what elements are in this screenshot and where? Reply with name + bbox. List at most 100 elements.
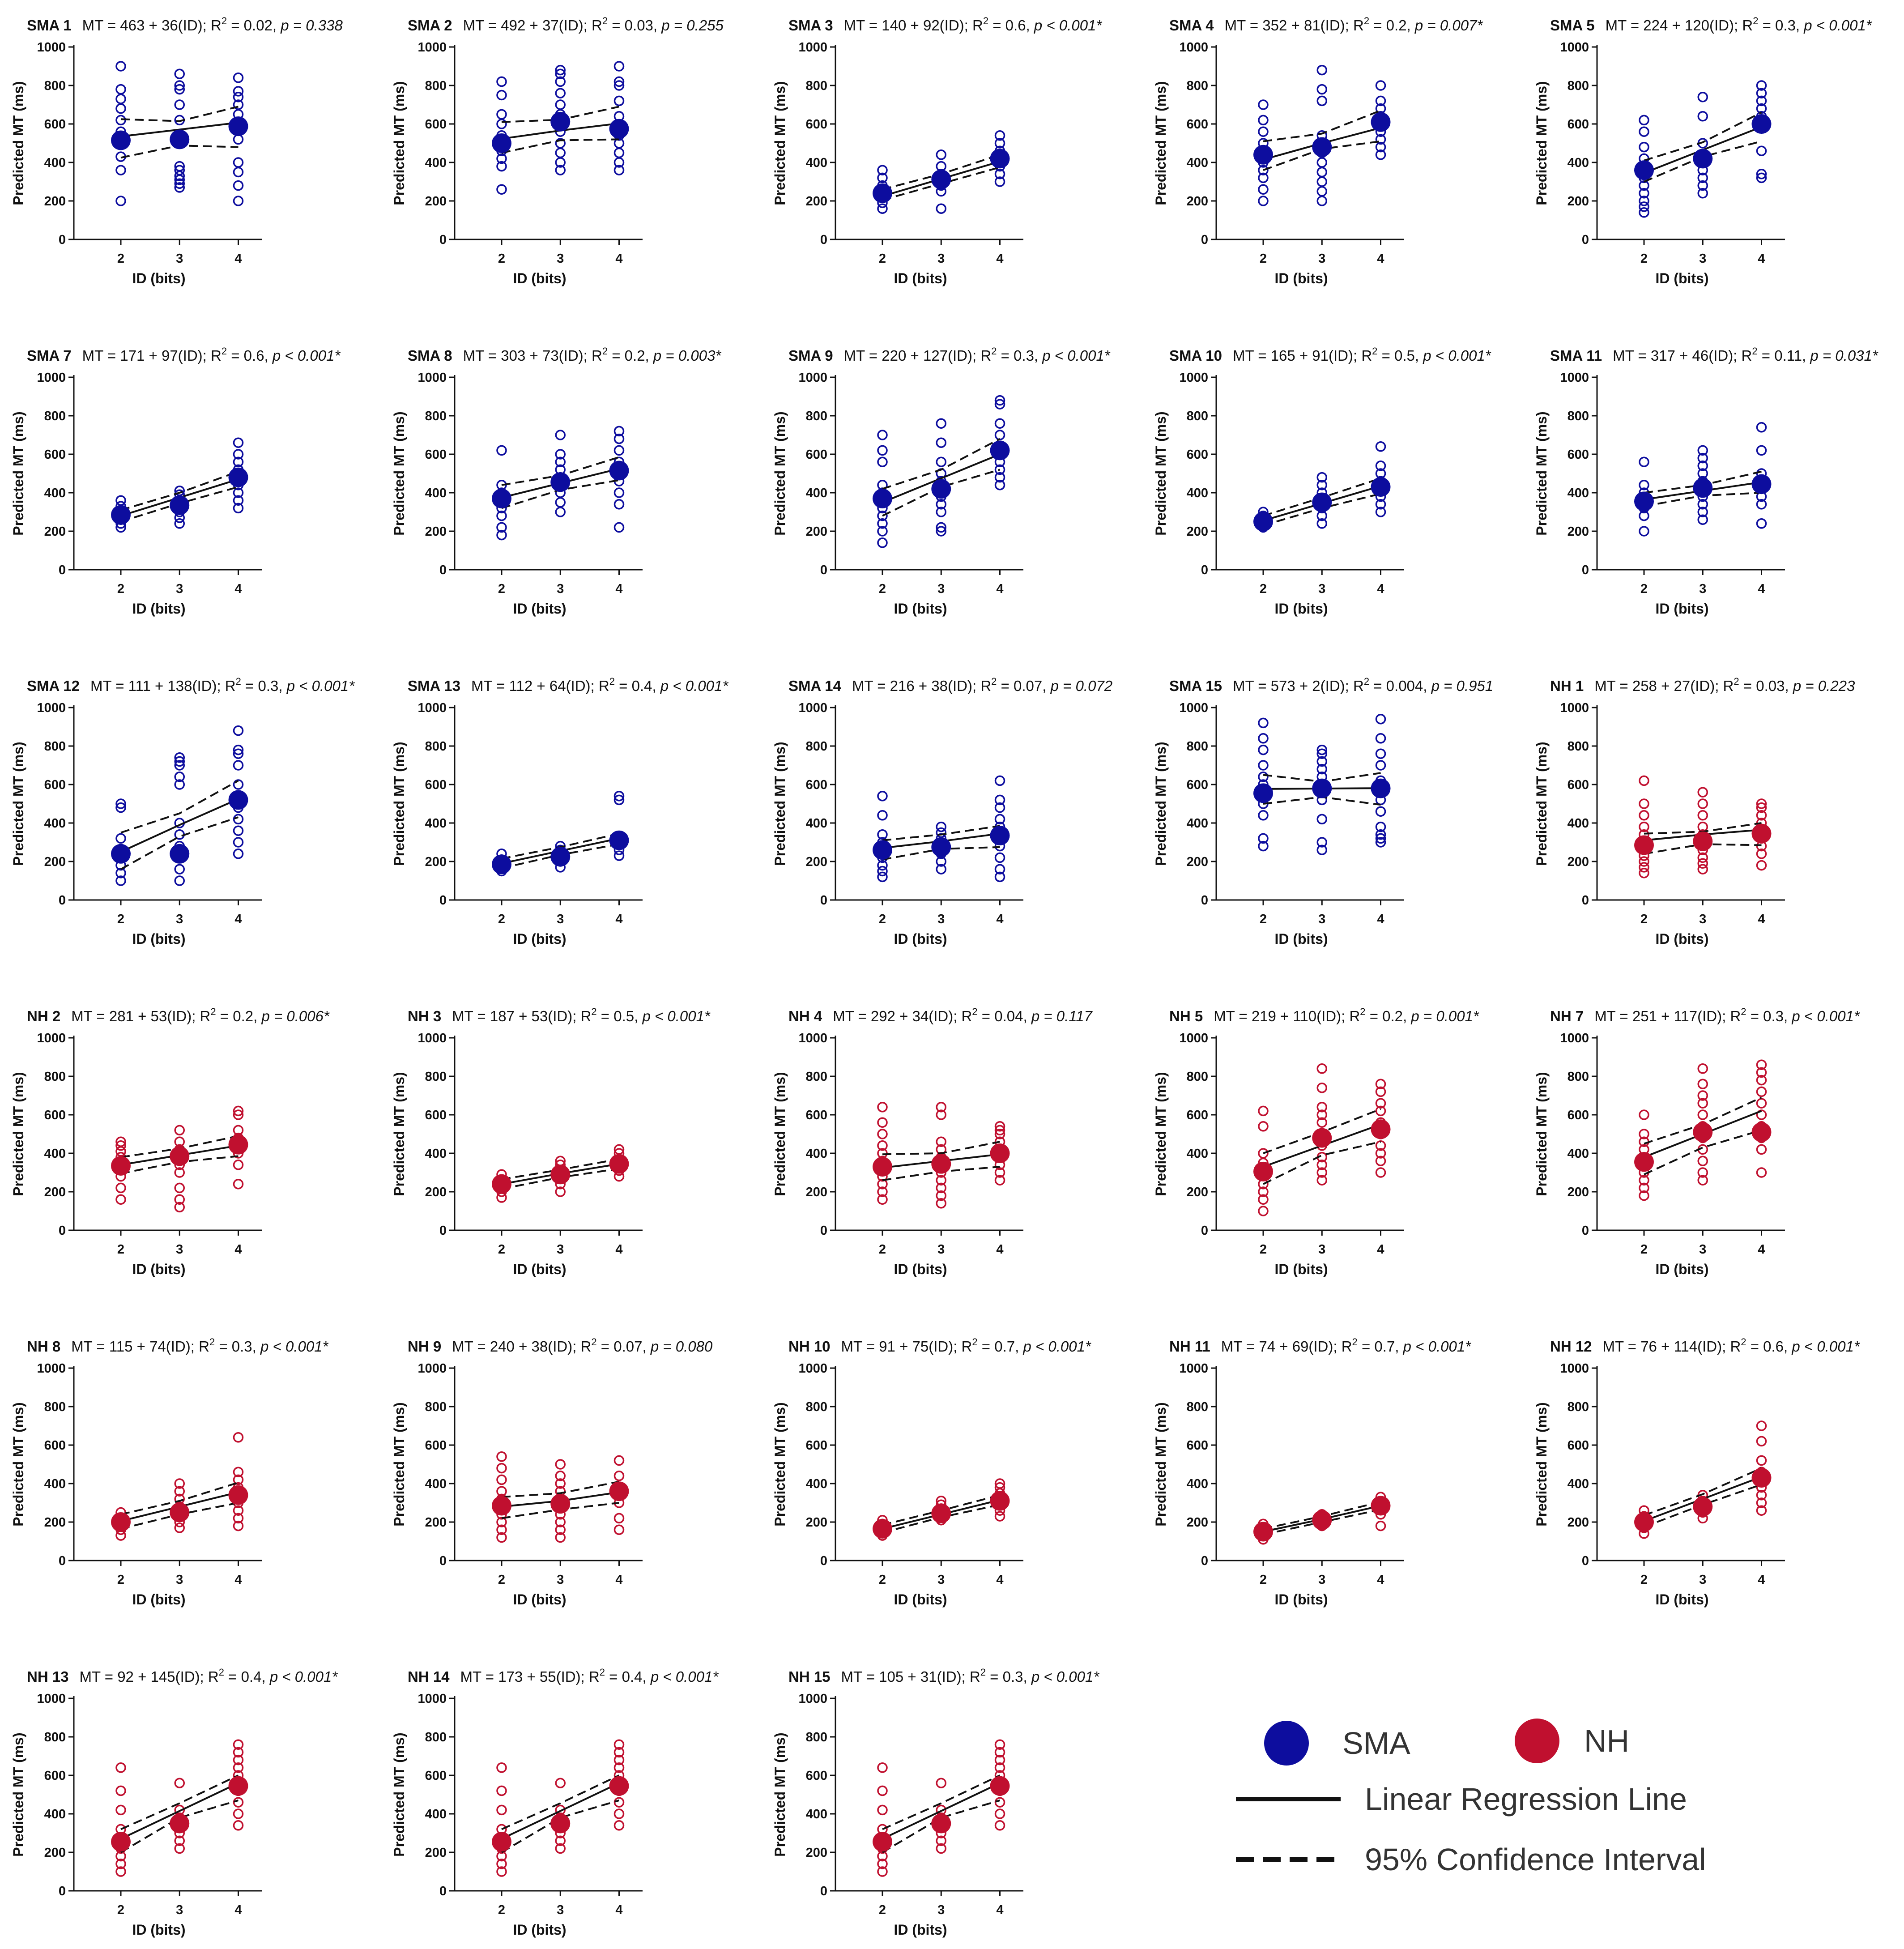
data-point xyxy=(115,1182,126,1194)
data-point xyxy=(1316,472,1327,483)
x-tick-label: 4 xyxy=(1758,1573,1765,1587)
y-tick-label: 0 xyxy=(59,1224,66,1238)
data-point xyxy=(555,1778,566,1788)
y-tick-label: 1000 xyxy=(417,701,447,715)
data-point xyxy=(1639,188,1649,199)
x-tick-label: 2 xyxy=(1640,582,1648,596)
y-tick-label: 1000 xyxy=(798,701,827,715)
y-tick-label: 400 xyxy=(1567,156,1589,170)
data-point xyxy=(1756,1490,1767,1501)
data-point xyxy=(1258,717,1269,729)
data-point xyxy=(233,1432,244,1443)
mean-point xyxy=(1371,112,1391,132)
panel-nh-10: NH 10 MT = 91 + 75(ID); R2 = 0.7, p < 0.0… xyxy=(772,1336,1091,1608)
data-point xyxy=(877,172,888,183)
panel-name: SMA 1 xyxy=(27,17,72,34)
panel-p-value: p = 0.951 xyxy=(1431,678,1494,694)
panel-name: NH 10 xyxy=(788,1338,831,1355)
panel-sma-10: SMA 10 MT = 165 + 91(ID); R2 = 0.5, p < 0… xyxy=(1153,345,1491,617)
data-point xyxy=(496,522,507,533)
y-axis-label: Predicted MT (ms) xyxy=(1533,81,1550,205)
data-point xyxy=(555,1835,566,1846)
y-tick-label: 200 xyxy=(1567,525,1589,539)
x-tick-label: 4 xyxy=(1377,582,1384,596)
panel-sma-4: SMA 4 MT = 352 + 81(ID); R2 = 0.2, p = 0.… xyxy=(1153,15,1483,286)
panel-name: SMA 2 xyxy=(408,17,452,34)
panel-r2-superscript: 2 xyxy=(600,1667,605,1678)
data-point xyxy=(1316,518,1327,529)
x-tick-label: 2 xyxy=(117,912,124,926)
mean-point xyxy=(550,847,571,867)
panel-r2-superscript: 2 xyxy=(1372,345,1377,357)
legend-sma-label: SMA xyxy=(1342,1726,1410,1761)
data-point xyxy=(613,791,625,802)
mean-point xyxy=(1253,512,1273,532)
data-point xyxy=(1697,1175,1708,1186)
ci-upper-line xyxy=(120,1481,239,1515)
data-point xyxy=(1258,165,1269,175)
panel-r2-value: = 0.3, xyxy=(986,1668,1031,1685)
x-tick-label: 4 xyxy=(615,582,622,596)
x-axis-label: ID (bits) xyxy=(513,270,566,286)
panel-r2-superscript: 2 xyxy=(591,1006,596,1017)
panel-r2-superscript: 2 xyxy=(991,676,997,687)
data-point xyxy=(174,1486,185,1497)
panel-name: NH 8 xyxy=(27,1338,60,1355)
data-point xyxy=(613,1797,625,1808)
panel-r2-value: = 0.3, xyxy=(215,1338,260,1355)
data-point xyxy=(1697,787,1708,798)
y-tick-label: 1000 xyxy=(37,371,66,385)
data-point xyxy=(1316,1083,1327,1093)
data-point xyxy=(555,456,566,467)
data-point xyxy=(1316,480,1327,490)
panel-p-value: p = 0.006* xyxy=(261,1008,330,1024)
x-tick-label: 4 xyxy=(234,912,242,926)
data-point xyxy=(1316,748,1327,759)
panel-equation: MT = 251 + 117(ID); R xyxy=(1594,1008,1741,1024)
data-point xyxy=(1258,760,1269,771)
y-axis-label: Predicted MT (ms) xyxy=(1533,742,1550,866)
data-point xyxy=(1375,748,1386,759)
panel-title: SMA 1 MT = 463 + 36(ID); R2 = 0.02, p = 0… xyxy=(27,15,343,34)
y-tick-label: 800 xyxy=(44,739,66,754)
data-point xyxy=(1375,441,1386,452)
y-tick-label: 600 xyxy=(806,448,827,462)
data-point xyxy=(233,1520,244,1531)
x-tick-label: 4 xyxy=(234,1903,242,1917)
data-point xyxy=(1756,1098,1767,1109)
mean-point xyxy=(1371,477,1391,497)
x-tick-label: 3 xyxy=(1318,1573,1325,1587)
y-tick-label: 400 xyxy=(1187,156,1208,170)
mean-point xyxy=(1751,1468,1772,1488)
ci-upper-line xyxy=(882,1774,1001,1830)
panel-p-value: p < 0.001* xyxy=(1803,17,1872,34)
data-point xyxy=(174,1478,185,1489)
mean-point xyxy=(1253,145,1273,165)
panel-title: NH 11 MT = 74 + 69(ID); R2 = 0.7, p < 0.0… xyxy=(1169,1336,1471,1355)
data-point xyxy=(174,165,185,175)
y-tick-label: 600 xyxy=(806,778,827,792)
mean-point xyxy=(550,1813,571,1834)
data-point xyxy=(555,507,566,517)
x-tick-label: 4 xyxy=(1758,1242,1765,1257)
x-tick-label: 3 xyxy=(1318,1242,1325,1257)
y-tick-label: 800 xyxy=(1187,409,1208,423)
panel-p-value: p < 0.001* xyxy=(1403,1338,1472,1355)
y-tick-label: 800 xyxy=(806,1070,827,1084)
panel-p-value: p < 0.001* xyxy=(1042,347,1111,364)
panel-p-value: p < 0.001* xyxy=(642,1008,711,1024)
data-point xyxy=(115,875,126,886)
data-point xyxy=(1375,1079,1386,1089)
panel-p-value: p < 0.001* xyxy=(1791,1008,1860,1024)
x-axis-label: ID (bits) xyxy=(132,1591,185,1608)
panel-name: NH 2 xyxy=(27,1008,60,1024)
data-point xyxy=(1639,1182,1649,1194)
ci-upper-line xyxy=(882,1141,1000,1156)
panel-name: NH 11 xyxy=(1169,1338,1210,1355)
x-tick-label: 2 xyxy=(117,1573,124,1587)
legend-nh-marker xyxy=(1515,1719,1559,1763)
panel-title: SMA 8 MT = 303 + 73(ID); R2 = 0.2, p = 0.… xyxy=(408,345,721,364)
ci-upper-line xyxy=(501,1480,619,1498)
data-point xyxy=(174,1194,185,1205)
data-point xyxy=(1639,510,1649,521)
